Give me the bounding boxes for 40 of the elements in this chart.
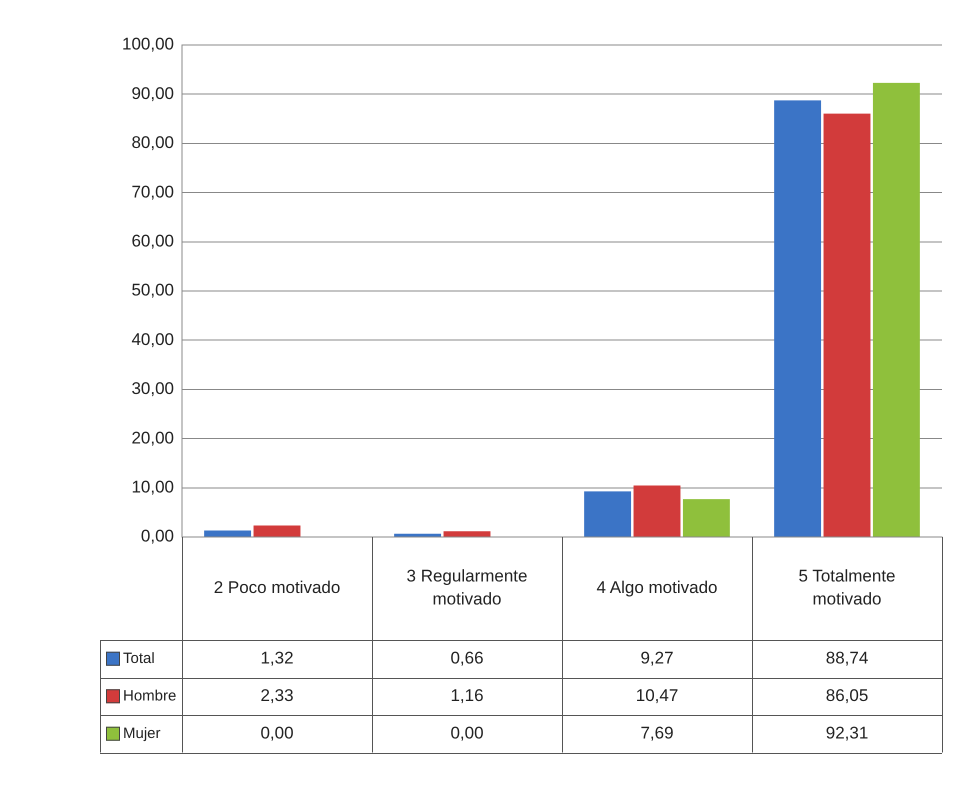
data-label: 92,31 (826, 723, 868, 742)
bar (872, 82, 920, 536)
y-tick-label: 60,00 (131, 231, 174, 250)
bar (394, 534, 442, 536)
data-label: 9,27 (640, 648, 674, 668)
data-label: 2,33 (260, 686, 294, 705)
bar (682, 499, 730, 536)
y-tick-label: 30,00 (131, 379, 174, 398)
y-tick-label: 70,00 (131, 182, 174, 202)
data-label: 7,69 (640, 723, 674, 742)
legend-label: Hombre (123, 687, 176, 704)
data-label: 10,47 (636, 686, 678, 705)
data-label: 0,00 (450, 723, 484, 742)
x-tick-label: 2 Poco motivado (214, 578, 340, 598)
x-tick-label: 5 Totalmente motivado (798, 566, 896, 609)
bar (774, 100, 822, 536)
data-label: 86,05 (826, 686, 868, 705)
y-tick-label: 80,00 (131, 133, 174, 152)
x-tick-label: 3 Regularmente motivado (406, 566, 528, 609)
bar (824, 114, 870, 536)
y-tick-label: 10,00 (131, 477, 174, 496)
y-tick-label: 50,00 (131, 280, 174, 300)
y-tick-label: 0,00 (140, 526, 174, 546)
bar (584, 491, 632, 536)
bar (444, 531, 490, 536)
y-tick-label: 100,00 (122, 34, 174, 54)
y-tick-label: 40,00 (131, 330, 174, 349)
y-tick-label: 90,00 (131, 84, 174, 103)
data-label: 1,32 (260, 648, 294, 668)
data-label: 0,00 (260, 723, 294, 742)
legend-label: Mujer (123, 724, 161, 742)
y-tick-label: 20,00 (131, 428, 174, 448)
bar (254, 526, 300, 536)
legend-label: Total (123, 650, 155, 667)
bar (204, 530, 252, 536)
bar (634, 485, 680, 536)
data-label: 1,16 (450, 686, 484, 705)
x-tick-label: 4 Algo motivado (596, 578, 718, 598)
data-label: 0,66 (450, 648, 484, 668)
data-label: 88,74 (826, 648, 868, 668)
